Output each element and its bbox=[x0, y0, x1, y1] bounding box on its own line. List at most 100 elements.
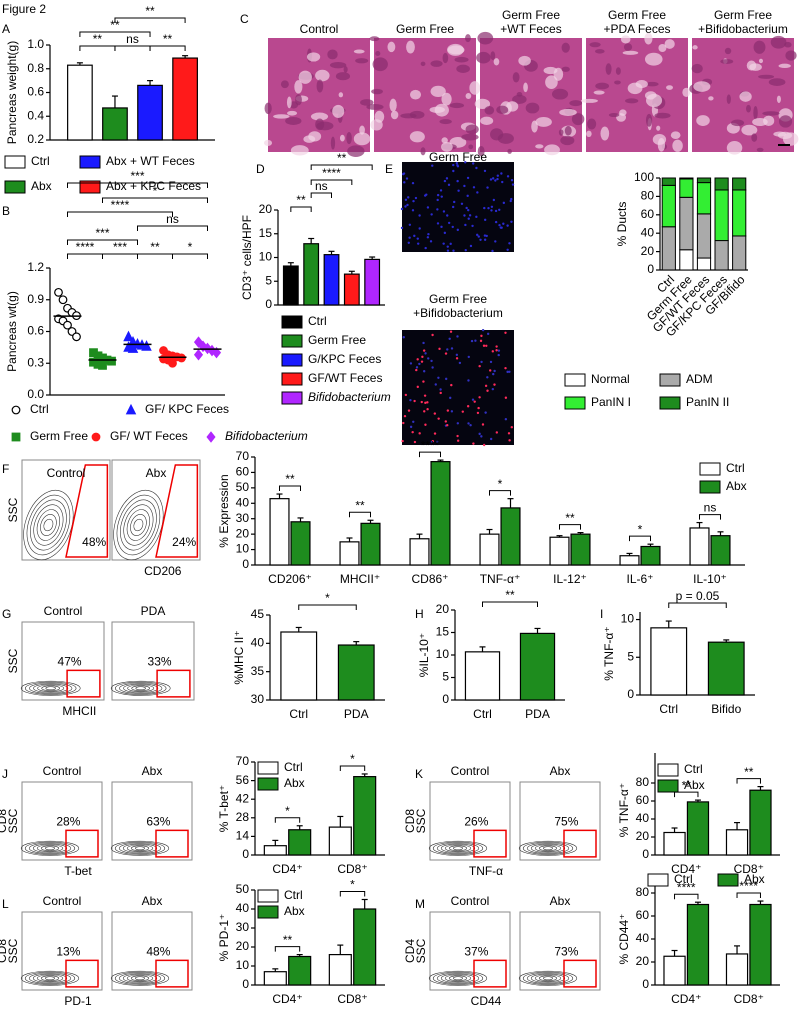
y-tick-label: 0 bbox=[265, 297, 272, 311]
error-bar bbox=[337, 815, 344, 828]
tissue-texture bbox=[770, 35, 787, 49]
point bbox=[211, 346, 222, 359]
if-dot bbox=[443, 179, 447, 183]
if-dot bbox=[420, 360, 424, 363]
legend-label: Ctrl bbox=[284, 888, 303, 902]
y-tick-label: 30 bbox=[236, 920, 250, 934]
contour bbox=[530, 843, 566, 853]
if-dot bbox=[402, 336, 405, 339]
x-tick-label: CD8⁺ bbox=[337, 992, 367, 1006]
image-label: Germ Free bbox=[429, 292, 487, 306]
error-bar bbox=[694, 901, 701, 905]
y-tick-label: 20 bbox=[259, 202, 273, 216]
y-tick-label: 0 bbox=[242, 847, 249, 861]
if-dot bbox=[443, 231, 447, 235]
if-dot bbox=[502, 201, 506, 205]
if-dot bbox=[451, 205, 455, 209]
tissue-texture bbox=[454, 56, 469, 63]
tissue-texture bbox=[535, 144, 544, 149]
tissue-texture bbox=[726, 94, 731, 104]
legend-label: PanIN I bbox=[591, 395, 631, 409]
if-dot bbox=[480, 360, 483, 364]
if-dot bbox=[486, 332, 490, 336]
y-tick-label: 80 bbox=[636, 885, 650, 899]
if-dot bbox=[408, 223, 412, 226]
legend-swatch bbox=[564, 373, 586, 387]
if-dot bbox=[478, 364, 481, 368]
tissue-texture bbox=[645, 81, 659, 87]
image-label: +Bifidobacterium bbox=[698, 22, 788, 36]
legend-label: Abx bbox=[31, 179, 52, 193]
point bbox=[127, 342, 139, 353]
tissue-texture bbox=[758, 58, 764, 64]
error-bar bbox=[647, 543, 654, 547]
significance-label: * bbox=[350, 878, 355, 892]
if-dot bbox=[427, 232, 430, 236]
contour bbox=[41, 685, 61, 692]
legend-swatch bbox=[717, 873, 739, 887]
error-bar bbox=[734, 945, 741, 954]
tissue-texture bbox=[746, 60, 757, 71]
error-bar bbox=[757, 900, 764, 905]
legend-label: Ctrl bbox=[308, 314, 327, 328]
contour bbox=[37, 684, 65, 693]
x-tick-label: Ctrl bbox=[473, 707, 492, 721]
y-axis-label: %MHC II⁺ bbox=[232, 630, 246, 684]
if-dot bbox=[424, 246, 427, 250]
bar-segment bbox=[696, 177, 712, 184]
if-dot bbox=[510, 220, 513, 223]
tissue-texture bbox=[400, 113, 417, 119]
if-dot bbox=[461, 410, 464, 413]
tissue-texture bbox=[442, 52, 449, 64]
if-dot bbox=[437, 376, 440, 379]
if-dot bbox=[452, 249, 455, 252]
legend-marker bbox=[11, 405, 21, 415]
if-dot bbox=[493, 383, 496, 386]
if-dot bbox=[431, 164, 434, 167]
tissue-texture bbox=[762, 111, 780, 116]
tissue-texture bbox=[480, 116, 494, 125]
if-dot bbox=[423, 410, 426, 413]
if-dot bbox=[415, 366, 419, 369]
y-axis-label: Pancreas wt(g) bbox=[5, 291, 19, 372]
tissue-texture bbox=[682, 87, 691, 97]
if-dot bbox=[436, 198, 439, 202]
x-tick-label: CD206⁺ bbox=[268, 572, 312, 586]
if-dot bbox=[489, 360, 493, 364]
if-dot bbox=[400, 226, 404, 230]
tissue-texture bbox=[645, 113, 653, 127]
significance-label: ns bbox=[166, 212, 179, 226]
point bbox=[123, 330, 134, 342]
tissue-texture bbox=[465, 92, 472, 100]
tissue-texture bbox=[693, 81, 711, 92]
bar-segment bbox=[732, 177, 747, 191]
if-dot bbox=[472, 442, 475, 445]
significance-label: ** bbox=[163, 32, 173, 46]
tissue-texture bbox=[294, 80, 303, 94]
bar bbox=[269, 498, 290, 566]
contour bbox=[538, 975, 558, 982]
y-axis-label: % PD-1⁺ bbox=[217, 914, 231, 962]
if-dot bbox=[456, 228, 460, 232]
if-dot bbox=[493, 369, 496, 373]
if-dot bbox=[477, 235, 480, 238]
tissue-texture bbox=[589, 42, 601, 48]
legend-swatch bbox=[281, 334, 303, 348]
if-dot bbox=[409, 398, 412, 402]
contour bbox=[110, 680, 171, 696]
legend-label: Ctrl bbox=[30, 402, 49, 416]
error-bar bbox=[361, 898, 368, 909]
contour bbox=[440, 843, 476, 853]
if-dot bbox=[450, 383, 453, 387]
legend-swatch bbox=[281, 315, 303, 329]
if-dot bbox=[508, 242, 511, 245]
tissue-texture bbox=[465, 34, 471, 43]
bar bbox=[339, 541, 360, 566]
contour bbox=[130, 975, 150, 982]
contour bbox=[24, 841, 76, 855]
if-dot bbox=[416, 358, 419, 361]
if-dot bbox=[479, 238, 482, 241]
tissue-texture bbox=[280, 80, 289, 89]
contour bbox=[24, 971, 76, 985]
